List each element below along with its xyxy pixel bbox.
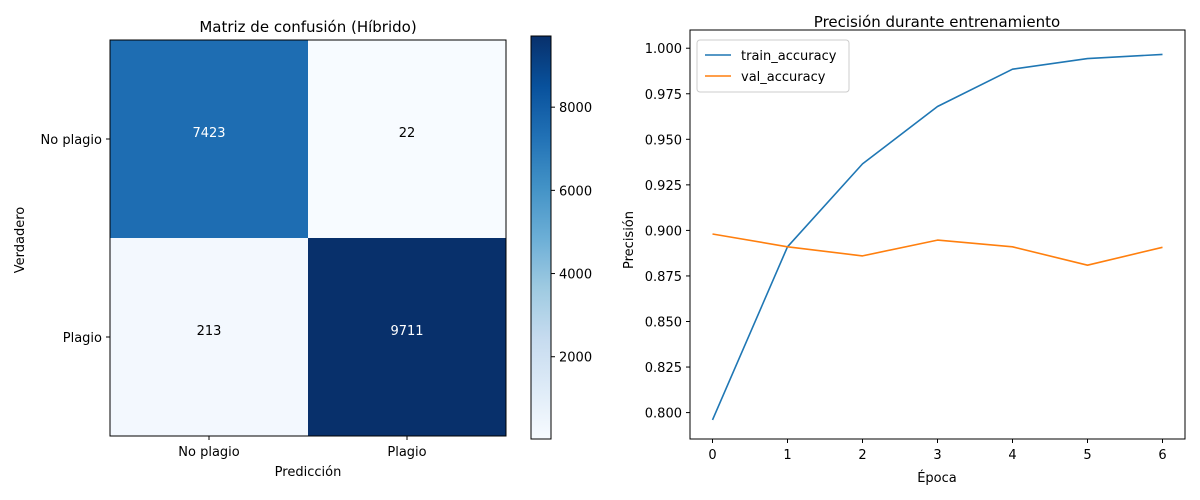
confusion-matrix-panel: Matriz de confusión (Híbrido) 7423 22 213 9… — [13, 18, 592, 480]
accuracy-chart-title: Precisión durante entrenamiento — [814, 13, 1060, 31]
x-tick-label: 3 — [933, 448, 941, 463]
colorbar-tick-label: 8000 — [559, 101, 592, 116]
x-tick-label: No plagio — [178, 445, 240, 460]
y-tick-label: 0.900 — [645, 224, 682, 239]
confusion-matrix-xlabel: Predicción — [275, 465, 342, 480]
y-tick-label: 0.825 — [645, 361, 682, 376]
colorbar-tick-label: 4000 — [559, 268, 592, 283]
confusion-matrix-cells: 7423 22 213 9711 — [110, 40, 506, 436]
accuracy-legend: train_accuracy val_accuracy — [696, 39, 850, 93]
confusion-matrix-frame — [109, 39, 507, 437]
matrix-cell-value: 9711 — [390, 324, 423, 339]
matrix-cell — [110, 238, 308, 436]
accuracy-axes: 0 1 2 3 4 5 6 0.800 0.825 0.850 0.875 0.900 0.925 0.9… — [645, 42, 1167, 463]
colorbar-tick-label: 2000 — [559, 351, 592, 366]
confusion-matrix-ylabel: Verdadero — [13, 207, 28, 274]
accuracy-panel: Precisión durante entrenamiento 0 1 2 3 4 5 60… — [622, 13, 1186, 486]
matrix-cell-value: 213 — [197, 324, 222, 339]
matrix-cell-value: 22 — [399, 126, 416, 141]
confusion-matrix-title: Matriz de confusión (Híbrido) — [199, 18, 416, 36]
x-tick-label: 5 — [1083, 448, 1091, 463]
y-tick-label: 1.000 — [645, 42, 682, 57]
y-tick-label: 0.950 — [645, 133, 682, 148]
colorbar-bar — [530, 35, 552, 440]
y-tick-label: 0.975 — [645, 88, 682, 103]
y-tick-label: Plagio — [63, 331, 102, 346]
accuracy-ylabel: Precisión — [622, 211, 637, 269]
x-tick-label: Plagio — [387, 445, 426, 460]
y-tick-label: 0.800 — [645, 407, 682, 422]
colorbar: 2000 4000 6000 8000 — [530, 35, 592, 440]
y-tick-label: 0.850 — [645, 315, 682, 330]
matrix-cell — [308, 238, 506, 436]
series-line-val_accuracy — [712, 233, 1163, 267]
x-tick-label: 1 — [783, 448, 791, 463]
y-tick-label: No plagio — [41, 133, 103, 148]
confusion-matrix-axes: No plagio Plagio No plagio Plagio — [41, 133, 427, 460]
matrix-cell — [110, 40, 308, 238]
legend-label: val_accuracy — [741, 70, 826, 85]
colorbar-tick-label: 6000 — [559, 184, 592, 199]
legend-box — [696, 39, 850, 93]
x-tick-label: 6 — [1158, 448, 1166, 463]
x-tick-label: 0 — [708, 448, 716, 463]
accuracy-xlabel: Época — [917, 470, 957, 486]
matrix-cell-value: 7423 — [192, 126, 225, 141]
x-tick-label: 2 — [858, 448, 866, 463]
matrix-cell — [308, 40, 506, 238]
y-tick-label: 0.925 — [645, 179, 682, 194]
x-tick-label: 4 — [1008, 448, 1016, 463]
y-tick-label: 0.875 — [645, 270, 682, 285]
accuracy-lines — [711, 53, 1163, 421]
accuracy-plot-area — [690, 30, 1185, 439]
legend-label: train_accuracy — [741, 49, 837, 64]
